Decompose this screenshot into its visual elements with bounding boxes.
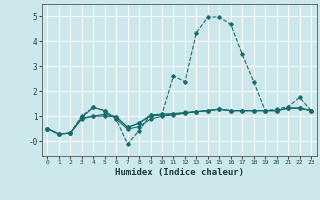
X-axis label: Humidex (Indice chaleur): Humidex (Indice chaleur): [115, 168, 244, 177]
